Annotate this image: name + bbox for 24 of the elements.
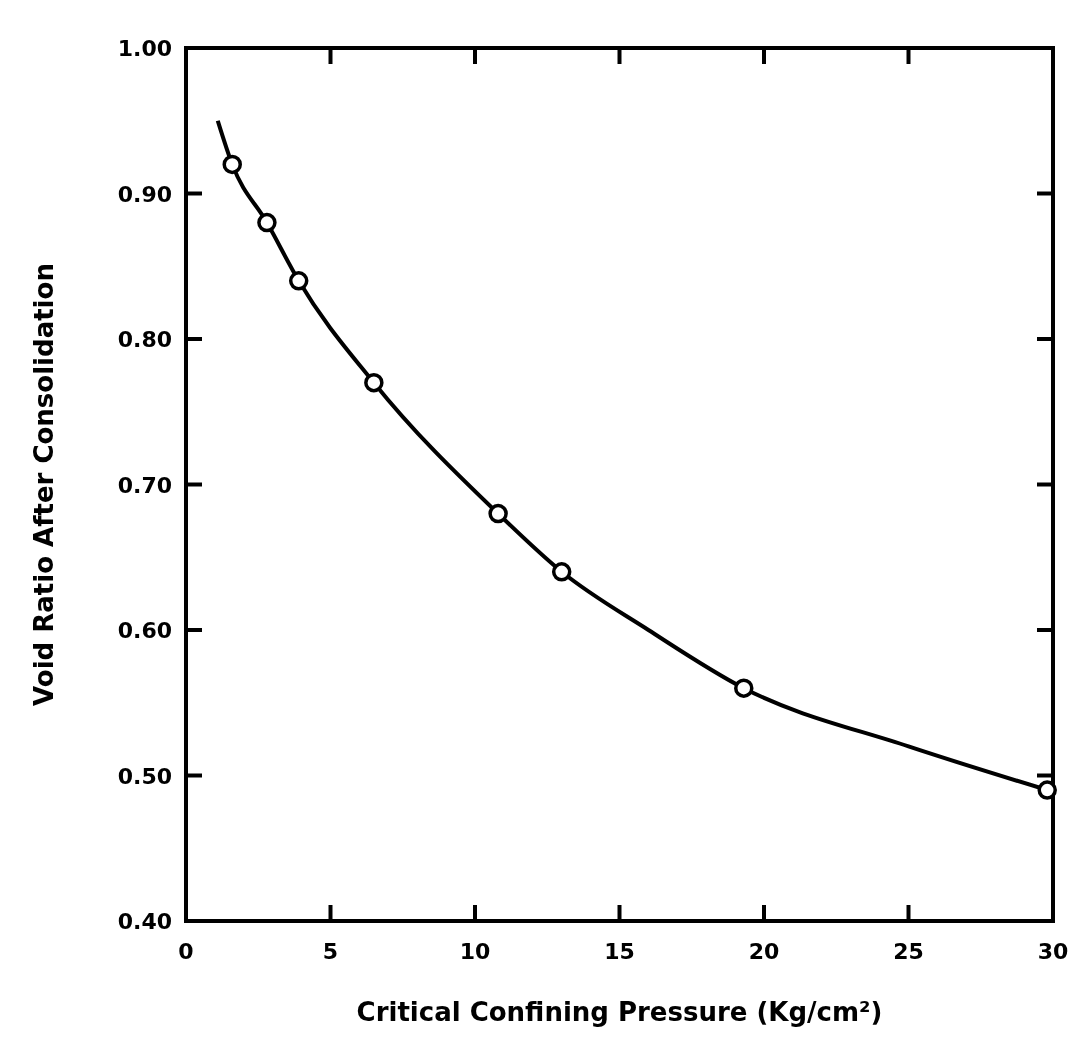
y-tick-label: 0.70: [117, 472, 172, 498]
x-tick-label: 30: [1037, 939, 1069, 964]
y-axis-title: Void Ratio After Consolidation: [29, 263, 59, 706]
point: [551, 562, 572, 582]
point: [257, 212, 277, 233]
x-tick-label: 0: [178, 939, 194, 964]
y-tick-label: 0.60: [117, 618, 172, 643]
y-tick-label: 0.50: [117, 763, 172, 789]
point: [734, 678, 754, 698]
x-tick-label: 10: [459, 939, 491, 964]
x-tick-label: 15: [604, 939, 635, 964]
x-tick-label: 5: [322, 939, 339, 964]
y-tick-label: 0.40: [117, 909, 172, 934]
point: [288, 271, 309, 291]
y-tick-label: 0.90: [117, 181, 172, 207]
y-tick-label: 1.00: [117, 36, 172, 61]
point: [1037, 780, 1057, 800]
y-tick-label: 0.80: [117, 327, 172, 352]
point: [488, 503, 508, 524]
point: [364, 372, 384, 393]
point: [222, 154, 242, 175]
x-tick-label: 25: [893, 939, 924, 964]
x-tick-label: 20: [748, 939, 780, 964]
x-axis-title: Critical Confining Pressure (Kg/cm²): [356, 997, 883, 1027]
